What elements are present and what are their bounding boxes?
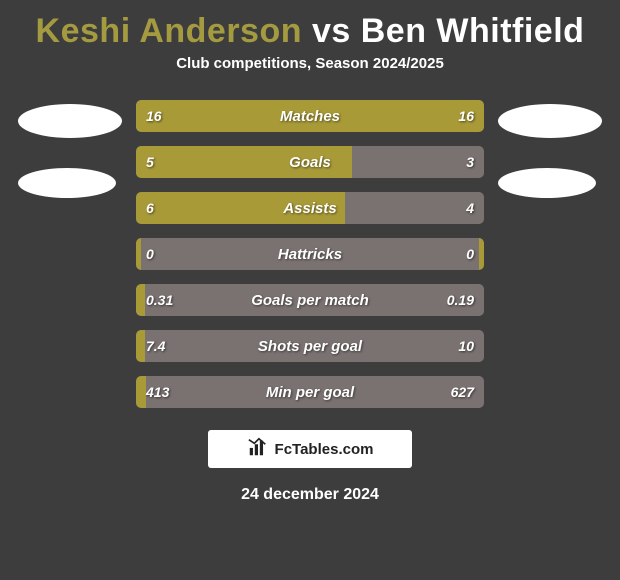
stat-fill-left [136, 330, 145, 362]
player2-avatar-placeholder [498, 104, 602, 138]
comparison-bars: 16 Matches 16 5 Goals 3 6 Assists 4 0 Hattricks 0 0.… [136, 100, 484, 408]
player2-name: Ben Whitfield [361, 12, 585, 50]
stat-row: 0.31 Goals per match 0.19 [136, 284, 484, 316]
comparison-content: 16 Matches 16 5 Goals 3 6 Assists 4 0 Hattricks 0 0.… [0, 100, 620, 408]
vs-text: vs [312, 12, 351, 50]
stat-label: Goals [289, 154, 331, 171]
stat-value-right: 3 [466, 154, 474, 170]
stat-row: 413 Min per goal 627 [136, 376, 484, 408]
stat-label: Shots per goal [258, 338, 362, 355]
player1-logo-placeholder [18, 168, 116, 198]
subtitle: Club competitions, Season 2024/2025 [0, 55, 620, 72]
stat-value-right: 16 [458, 108, 474, 124]
stat-label: Min per goal [266, 384, 354, 401]
stat-value-left: 16 [146, 108, 162, 124]
stat-value-left: 413 [146, 384, 169, 400]
date-label: 24 december 2024 [0, 486, 620, 504]
comparison-title: Keshi Anderson vs Ben Whitfield [0, 0, 620, 55]
player1-name: Keshi Anderson [36, 12, 302, 50]
stat-value-right: 0.19 [447, 292, 474, 308]
left-avatar-col [18, 100, 122, 198]
stat-row: 0 Hattricks 0 [136, 238, 484, 270]
stat-value-right: 10 [458, 338, 474, 354]
stat-fill-left [136, 284, 145, 316]
stat-row: 5 Goals 3 [136, 146, 484, 178]
stat-label: Matches [280, 108, 340, 125]
player2-logo-placeholder [498, 168, 596, 198]
stat-value-left: 0 [146, 246, 154, 262]
stat-row: 6 Assists 4 [136, 192, 484, 224]
stat-row: 16 Matches 16 [136, 100, 484, 132]
stat-label: Goals per match [251, 292, 369, 309]
stat-value-right: 627 [451, 384, 474, 400]
player1-avatar-placeholder [18, 104, 122, 138]
stat-row: 7.4 Shots per goal 10 [136, 330, 484, 362]
stat-value-left: 7.4 [146, 338, 165, 354]
right-avatar-col [498, 100, 602, 198]
stat-label: Assists [283, 200, 336, 217]
source-badge: FcTables.com [208, 430, 412, 468]
stat-value-right: 0 [466, 246, 474, 262]
source-text: FcTables.com [275, 441, 374, 458]
stat-value-left: 6 [146, 200, 154, 216]
stat-fill-right [479, 238, 484, 270]
stat-value-left: 5 [146, 154, 154, 170]
stat-value-right: 4 [466, 200, 474, 216]
stat-fill-left [136, 376, 146, 408]
stat-value-left: 0.31 [146, 292, 173, 308]
bar-chart-icon [247, 436, 269, 462]
stat-label: Hattricks [278, 246, 342, 263]
stat-fill-left [136, 238, 141, 270]
